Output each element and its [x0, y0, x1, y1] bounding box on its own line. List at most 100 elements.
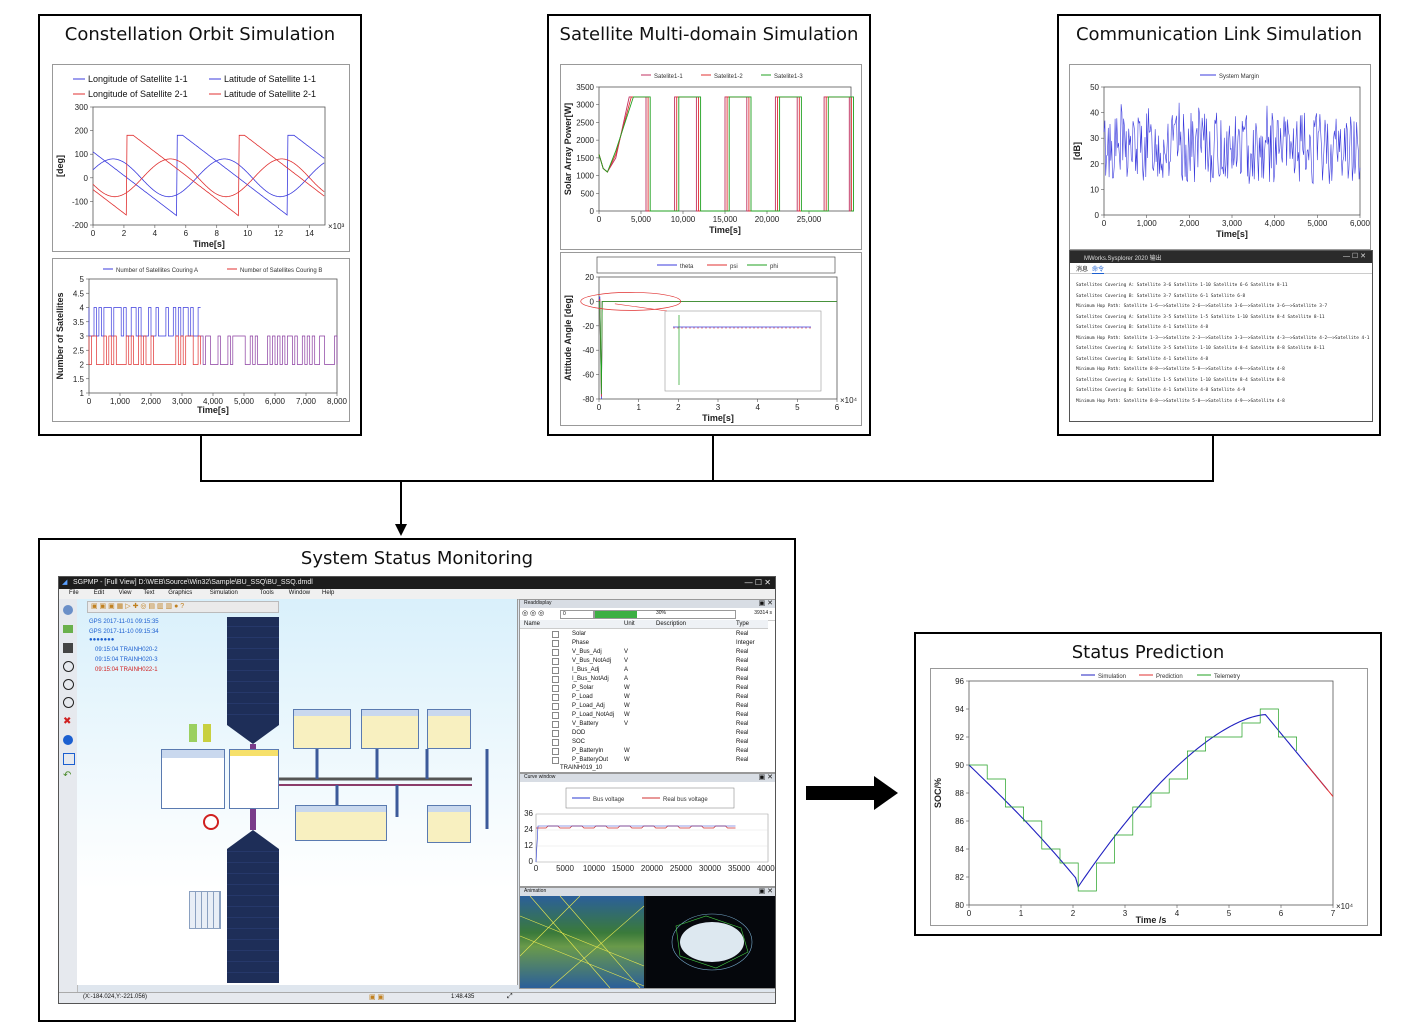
checkbox[interactable] [552, 631, 559, 638]
y-tick-label: 3000 [576, 101, 594, 110]
checkbox[interactable] [552, 703, 559, 710]
tab-message[interactable]: 消息 [1076, 267, 1089, 273]
x-tick-label: 6 [184, 229, 189, 238]
window-controls-icon[interactable]: — ☐ ✕ [744, 578, 771, 587]
checkbox[interactable] [552, 676, 559, 683]
load-box-4[interactable] [295, 805, 387, 841]
table-row[interactable]: SOC Real [520, 738, 768, 747]
menu-item-simulation[interactable]: Simulation [209, 590, 238, 596]
blue-ball-icon[interactable] [63, 735, 73, 745]
table-row[interactable]: DOD Real [520, 729, 768, 738]
bus-box[interactable] [229, 749, 279, 809]
table-cell: P_Solar [572, 685, 594, 691]
table-row[interactable]: P_BatteryOut W Real [520, 756, 768, 765]
window-controls-icon[interactable]: — ☐ ✕ [1342, 253, 1366, 260]
x-tick-label: 7 [1331, 909, 1336, 918]
table-row[interactable]: I_Bus_NotAdj A Real [520, 675, 768, 684]
checkbox[interactable] [552, 640, 559, 647]
step-input[interactable]: 0 [560, 610, 594, 619]
close-icon[interactable]: ▣ ✕ [758, 774, 773, 781]
checkbox[interactable] [552, 667, 559, 674]
power-controller-box[interactable] [161, 749, 225, 809]
y-axis-label: Number of Satellites [55, 292, 65, 379]
load-box-5[interactable] [427, 805, 471, 843]
checkbox[interactable] [552, 712, 559, 719]
menu-item-file[interactable]: File [69, 590, 79, 596]
x-tick-label: 20,000 [755, 215, 780, 224]
menu-item-window[interactable]: Window [288, 590, 311, 596]
table-cell: DOD [572, 730, 586, 736]
column-header[interactable]: Name [524, 621, 541, 627]
tree-item[interactable]: TRAINH019_10 [560, 765, 603, 771]
column-header[interactable]: Description [656, 621, 687, 627]
load-box-3[interactable] [427, 709, 471, 749]
checkbox[interactable] [552, 694, 559, 701]
table-row[interactable]: V_Bus_Adj V Real [520, 648, 768, 657]
toolbar-icons[interactable]: ▣ ▣ ▣ ▦ ▷ ✚ ◎ ▤ ▥ ▥ ● ? [91, 603, 185, 610]
column-header[interactable]: Unit [624, 621, 635, 627]
table-cell: W [624, 712, 630, 718]
status-icons[interactable]: ▣ ▣ [369, 994, 385, 1001]
table-row[interactable]: P_Load_NotAdj W Real [520, 711, 768, 720]
fullscreen-icon[interactable]: ⤢ [507, 993, 513, 1000]
checkbox[interactable] [552, 757, 559, 764]
series-line-margin [1103, 102, 1361, 185]
tab-command[interactable]: 命令 [1092, 264, 1105, 274]
y-tick-label: 200 [75, 127, 89, 136]
pause-icon[interactable] [63, 679, 74, 690]
checkbox[interactable] [552, 649, 559, 656]
y-tick-label: 0 [590, 297, 595, 306]
series-line-solar-1 [598, 96, 851, 212]
table-row[interactable]: P_Solar W Real [520, 684, 768, 693]
menu-item-view[interactable]: View [118, 590, 132, 596]
checkbox[interactable] [552, 721, 559, 728]
fault-icon[interactable]: ✖ [63, 716, 72, 727]
menu-item-edit[interactable]: Edit [93, 590, 105, 596]
schematic-canvas[interactable]: ▣ ▣ ▣ ▦ ▷ ✚ ◎ ▤ ▥ ▥ ● ? GPS 2017-11-01 0… [77, 599, 518, 985]
table-row[interactable]: V_Bus_NotAdj V Real [520, 657, 768, 666]
search-icon[interactable] [63, 643, 73, 653]
checkbox[interactable] [552, 730, 559, 737]
checkbox[interactable] [552, 739, 559, 746]
menu-item-graphics[interactable]: Graphics [168, 590, 193, 596]
tool-icon[interactable] [63, 625, 73, 633]
sgpmp-title: SGPMP - [Full View] D:\WEB\Source\Win32\… [73, 579, 313, 586]
table-row[interactable]: I_Bus_Adj A Real [520, 666, 768, 675]
load-box-1[interactable] [293, 709, 351, 749]
output-line: Satellites Covering A: Satellite 3-5 Sat… [1076, 346, 1325, 351]
y-tick-label: 12 [524, 841, 533, 850]
globe-icon[interactable] [63, 605, 73, 615]
column-header[interactable]: Type [736, 621, 750, 627]
menu-item-text[interactable]: Text [143, 590, 155, 596]
table-row[interactable]: Phase Integer [520, 639, 768, 648]
alarm-indicator[interactable] [203, 814, 219, 830]
y-tick-label: 20 [585, 273, 594, 282]
table-row[interactable]: V_Battery V Real [520, 720, 768, 729]
table-row[interactable]: P_Load_Adj W Real [520, 702, 768, 711]
undo-icon[interactable]: ↶ [63, 770, 72, 781]
keypad-widget[interactable] [189, 891, 221, 929]
step-controls-icon[interactable]: ◎ ◎ ◎ [522, 610, 545, 617]
output-line: Satellites Covering A: Satellite 3-6 Sat… [1076, 283, 1288, 288]
play-icon[interactable] [63, 661, 74, 672]
table-cell: Real [736, 631, 749, 637]
x-tick-label: 1,000 [110, 397, 131, 406]
checkbox[interactable] [552, 748, 559, 755]
world-map-view[interactable] [520, 896, 644, 988]
table-row[interactable]: P_Load W Real [520, 693, 768, 702]
close-icon[interactable]: ▣ ✕ [758, 888, 773, 895]
x-axis-label: Time[s] [197, 405, 229, 415]
load-box-2[interactable] [361, 709, 419, 749]
menu-item-tools[interactable]: Tools [259, 590, 274, 596]
table-cell: Real [736, 676, 749, 682]
table-row[interactable]: Solar Real [520, 630, 768, 639]
menu-item-help[interactable]: Help [322, 590, 335, 596]
y-tick-label: 2500 [576, 118, 594, 127]
checkbox[interactable] [552, 658, 559, 665]
close-icon[interactable]: ▣ ✕ [758, 600, 773, 607]
stop-icon[interactable] [63, 697, 74, 708]
table-row[interactable]: P_BatteryIn W Real [520, 747, 768, 756]
chart-icon[interactable] [63, 753, 75, 765]
gps-time-1: GPS 2017-11-01 09:15:35 [89, 619, 159, 625]
checkbox[interactable] [552, 685, 559, 692]
